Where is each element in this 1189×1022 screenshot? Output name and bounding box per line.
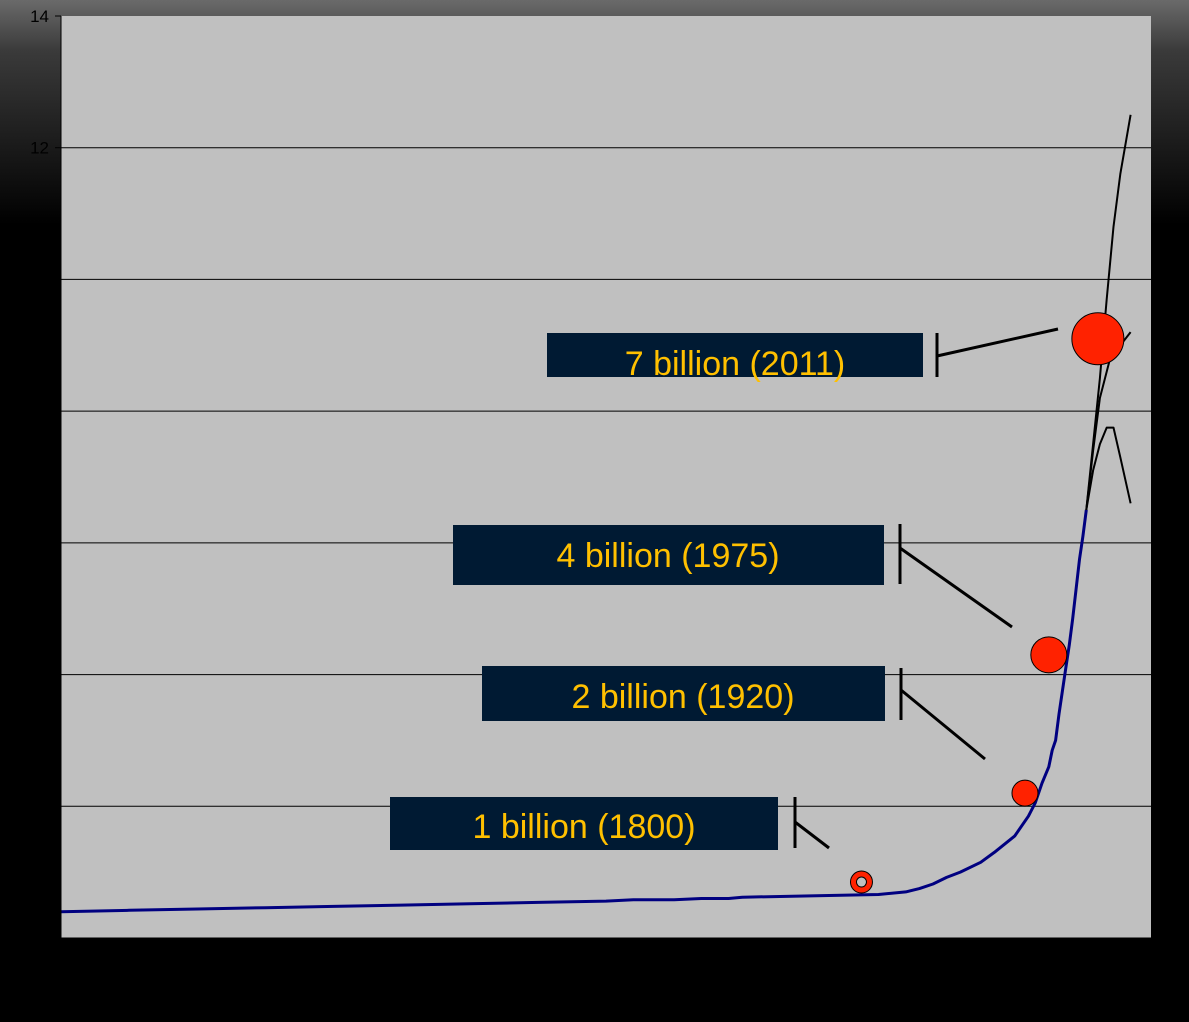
- x-tick-label-2100: 2100: [1132, 953, 1170, 972]
- y-tick-label-6: 6: [40, 534, 49, 553]
- callout-box-3: [453, 525, 884, 585]
- x-tick-label-900: 900: [319, 953, 347, 972]
- marker-3: [1030, 636, 1068, 674]
- x-tick-label-1800: 1800: [928, 953, 966, 972]
- callout-box-4: [547, 333, 923, 377]
- y-tick-label-0: 0: [40, 929, 49, 948]
- plot-area: [61, 16, 1151, 938]
- x-tick-label-1200: 1200: [519, 953, 557, 972]
- callout-label-1: 1 billion (1800): [472, 808, 695, 846]
- x-tick-label-1400: 1400: [655, 953, 693, 972]
- callout-label-3: 4 billion (1975): [556, 537, 779, 575]
- y-tick-label-14: 14: [30, 7, 49, 26]
- x-tick-label-1700: 1700: [860, 953, 898, 972]
- x-tick-label-1100: 1100: [451, 953, 488, 972]
- y-tick-label-12: 12: [30, 139, 49, 158]
- callout-leader-3: [899, 546, 1013, 629]
- callout-box-2: [482, 666, 885, 721]
- x-tick-label-700: 700: [183, 953, 211, 972]
- callout-label-2: 2 billion (1920): [571, 678, 794, 716]
- x-tick-label-600: 600: [115, 953, 143, 972]
- callout-leader-2: [900, 688, 986, 761]
- callout-leader-4: [936, 327, 1059, 358]
- marker-4: [1071, 312, 1125, 366]
- y-tick-label-8: 8: [40, 402, 49, 421]
- axes: 0 2 4 6 8 10 12 14 500 600 700 800 900 1000 1100 1200 13…: [30, 7, 1170, 972]
- callout-leader-1: [794, 820, 830, 850]
- callout-label-4: 7 billion (2011): [625, 345, 846, 383]
- x-tick-label-2000: 2000: [1064, 953, 1102, 972]
- x-tick-label-1300: 1300: [587, 953, 625, 972]
- y-tick-label-4: 4: [40, 666, 49, 685]
- y-tick-label-10: 10: [30, 270, 49, 289]
- y-tick-label-2: 2: [40, 797, 49, 816]
- callouts: 1 billion (1800) 2 billion (1920) 4 billio…: [390, 327, 1059, 850]
- marker-1-center: [855, 876, 867, 888]
- callout-box-1: [390, 797, 778, 850]
- x-tick-label-1600: 1600: [791, 953, 829, 972]
- series-line-history: [60, 509, 1088, 914]
- x-tick-label-1000: 1000: [383, 953, 421, 972]
- series-line-projection-3: [1085, 426, 1132, 511]
- markers: [849, 312, 1125, 894]
- x-tick-label-500: 500: [47, 953, 75, 972]
- x-axis-title: Year: [589, 1002, 624, 1021]
- x-tick-label-1500: 1500: [723, 953, 761, 972]
- marker-2: [1011, 779, 1039, 807]
- x-tick-label-800: 800: [251, 953, 279, 972]
- x-tick-label-1900: 1900: [996, 953, 1034, 972]
